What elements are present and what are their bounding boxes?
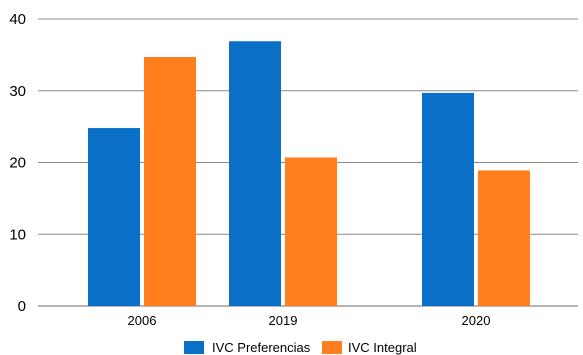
- y-tick-label: 10: [9, 226, 26, 243]
- bar-2006-series-1: [144, 57, 196, 307]
- y-axis-tick-labels: 0 10 20 30 40: [9, 11, 26, 315]
- legend-swatch-0: [184, 341, 204, 354]
- bar-2019-series-0: [229, 41, 281, 307]
- x-category-label: 2006: [128, 313, 157, 328]
- y-tick-label: 30: [9, 83, 26, 100]
- bars: [88, 41, 530, 307]
- bar-2019-series-1: [285, 157, 337, 306]
- bar-2006-series-0: [88, 128, 140, 306]
- y-tick-label: 20: [9, 155, 26, 172]
- x-category-label: 2020: [462, 313, 491, 328]
- y-tick-label: 40: [9, 11, 26, 28]
- legend: IVC Preferencias IVC Integral: [184, 340, 417, 355]
- x-category-label: 2019: [269, 313, 298, 328]
- y-tick-label: 0: [18, 298, 26, 315]
- legend-label-0: IVC Preferencias: [212, 340, 311, 355]
- legend-swatch-1: [322, 341, 342, 354]
- bar-2020-series-0: [422, 92, 474, 306]
- legend-label-1: IVC Integral: [348, 340, 417, 355]
- bar-2020-series-1: [478, 170, 530, 306]
- x-axis-category-labels: 2006 2019 2020: [128, 313, 491, 328]
